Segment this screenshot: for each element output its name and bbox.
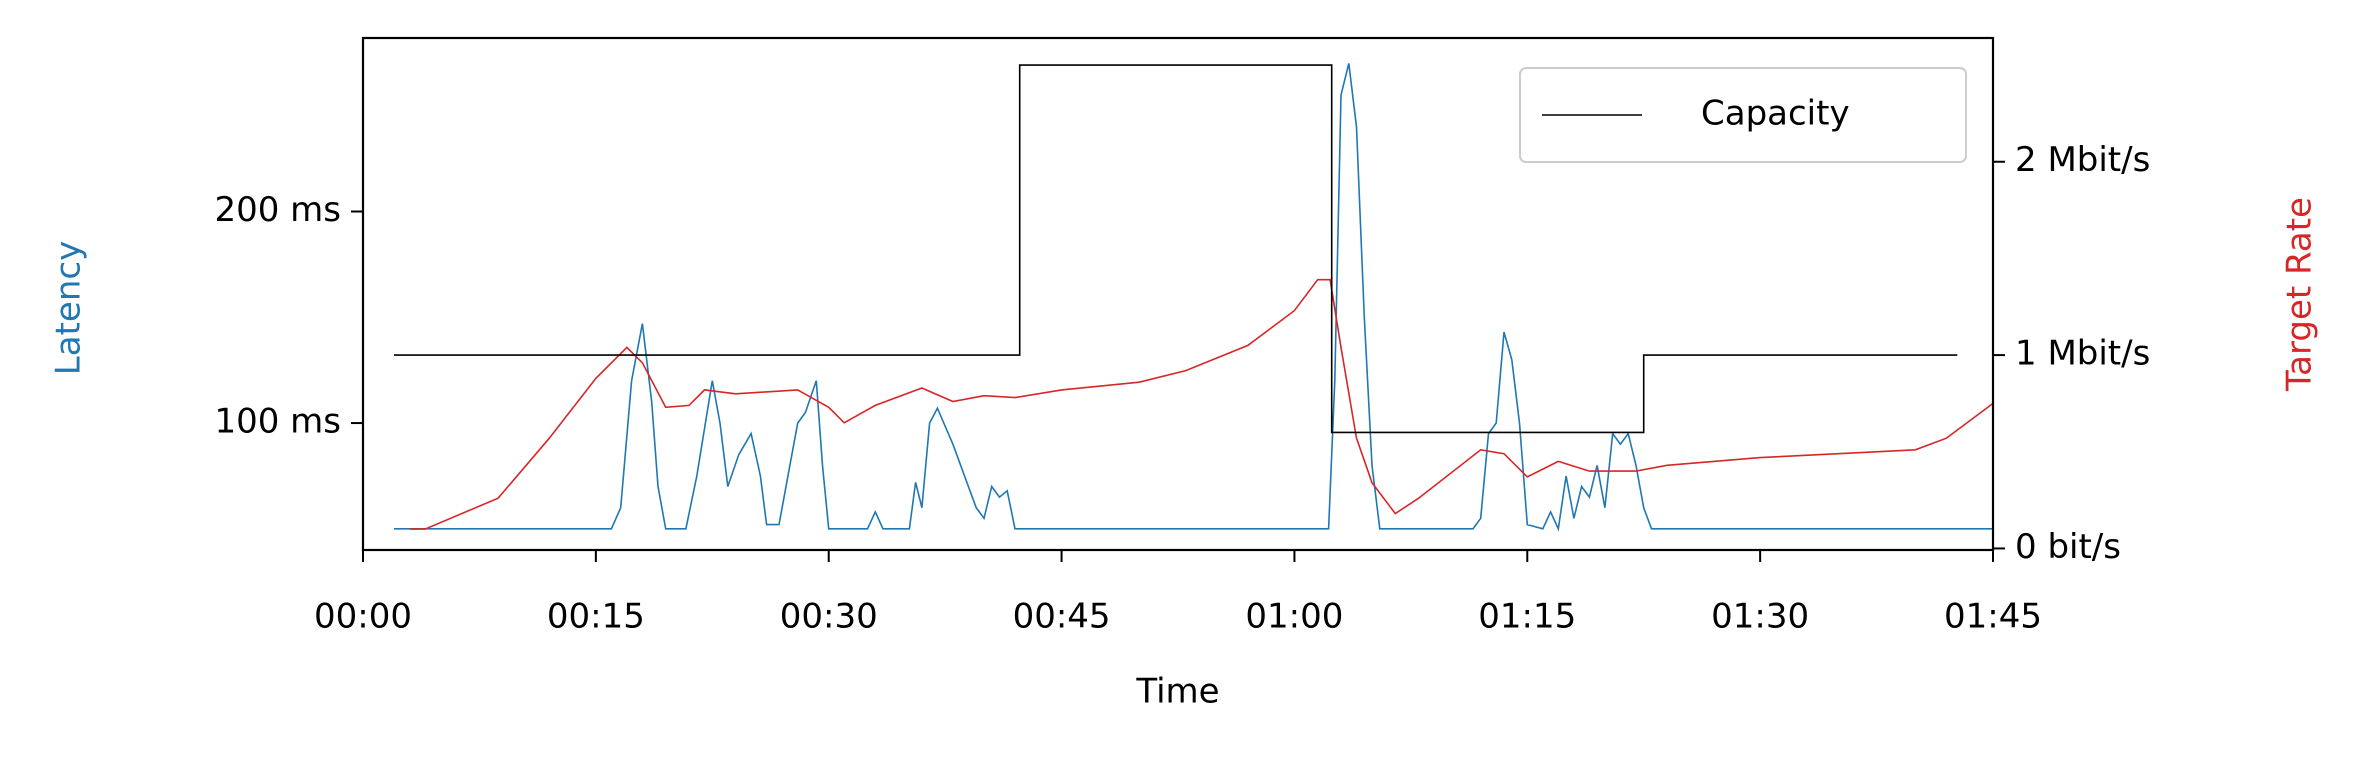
x-tick-label: 01:00 — [1245, 597, 1343, 637]
y-axis-label: Latency — [49, 241, 89, 375]
y-tick-label: 100 ms — [214, 402, 341, 442]
x-tick-label: 01:30 — [1711, 597, 1809, 637]
x-tick-label: 00:45 — [1013, 597, 1111, 637]
x-tick-label: 01:45 — [1944, 597, 2042, 637]
y2-tick-label: 0 bit/s — [2015, 527, 2121, 567]
legend-label: Capacity — [1701, 94, 1850, 134]
y2-axis-label: Target Rate — [2280, 197, 2320, 392]
x-tick-label: 00:30 — [780, 597, 878, 637]
y2-tick-label: 2 Mbit/s — [2015, 140, 2150, 180]
y-tick-label: 200 ms — [214, 190, 341, 230]
x-tick-label: 00:15 — [547, 597, 645, 637]
series-line — [394, 63, 1993, 532]
plot-frame — [361, 36, 1995, 552]
y2-tick-label: 1 Mbit/s — [2015, 334, 2150, 374]
series-line — [409, 278, 1993, 530]
series-line — [394, 64, 1958, 434]
legend-box — [1519, 67, 1967, 163]
x-tick-label: 00:00 — [314, 597, 412, 637]
x-axis-label: Time — [1135, 672, 1219, 712]
x-tick-label: 01:15 — [1478, 597, 1576, 637]
